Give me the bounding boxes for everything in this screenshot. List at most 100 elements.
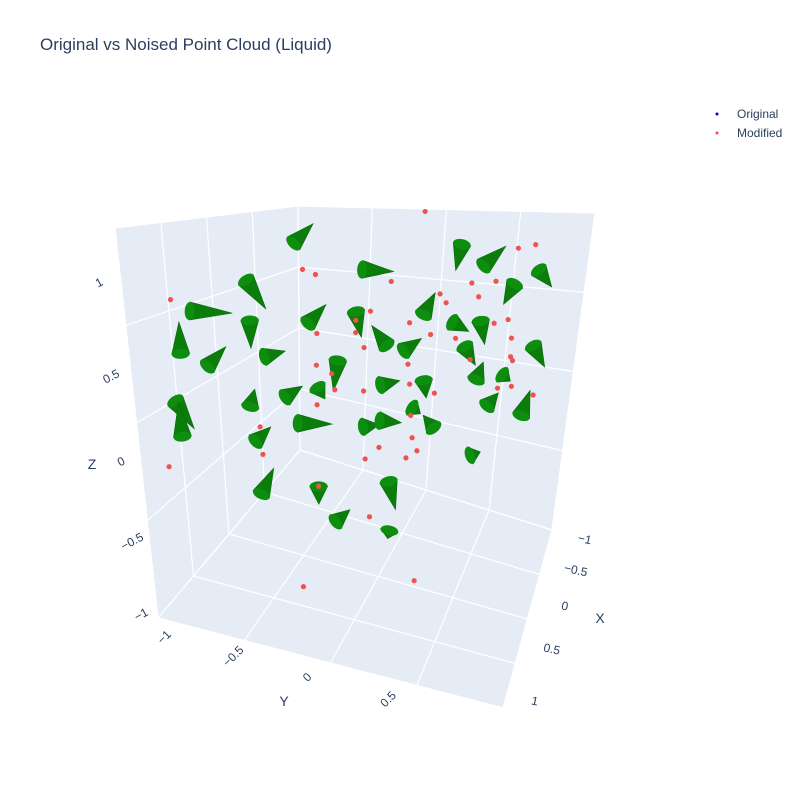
cone-base	[378, 338, 395, 353]
modified-point[interactable]	[467, 356, 473, 363]
cone-base	[171, 348, 190, 359]
modified-point[interactable]	[515, 245, 521, 251]
modified-point[interactable]	[314, 330, 320, 336]
modified-point[interactable]	[406, 320, 413, 326]
legend-marker-original	[715, 112, 719, 116]
modified-point[interactable]	[353, 329, 359, 336]
cone-base	[453, 238, 471, 250]
cone-base	[328, 514, 343, 530]
modified-point[interactable]	[530, 392, 536, 398]
modified-point[interactable]	[257, 424, 263, 430]
modified-point[interactable]	[376, 444, 382, 450]
cone-base	[471, 315, 490, 327]
x-tick-label: −1	[577, 531, 594, 548]
modified-point[interactable]	[476, 294, 482, 300]
cone-base	[495, 367, 509, 383]
modified-points	[166, 208, 539, 590]
modified-point[interactable]	[508, 335, 515, 341]
modified-point[interactable]	[166, 464, 172, 470]
modified-point[interactable]	[443, 300, 449, 306]
cone-base	[328, 355, 347, 366]
cone-base	[241, 401, 259, 412]
grid-lines	[114, 205, 596, 709]
modified-point[interactable]	[403, 455, 409, 461]
grid-line	[298, 266, 585, 293]
cone-base	[184, 302, 195, 321]
z-tick-label: −0.5	[118, 530, 146, 554]
modified-point[interactable]	[493, 278, 499, 284]
modified-point[interactable]	[414, 448, 420, 454]
modified-point[interactable]	[167, 297, 174, 303]
grid-line	[298, 327, 574, 373]
cone-base	[248, 434, 263, 449]
left-wall	[115, 206, 300, 618]
grid-line	[416, 509, 490, 686]
modified-point[interactable]	[422, 208, 428, 215]
modified-point[interactable]	[353, 317, 359, 323]
cone-base	[405, 399, 419, 416]
grid-line	[297, 205, 596, 214]
cone-base	[173, 431, 192, 442]
modified-point[interactable]	[367, 308, 374, 314]
modified-point[interactable]	[508, 383, 514, 389]
modified-point[interactable]	[407, 381, 413, 387]
legend-label-modified: Modified	[737, 126, 782, 140]
legend-item-original[interactable]: Original	[715, 107, 779, 121]
cone-base	[309, 380, 326, 394]
cone-base	[479, 399, 495, 414]
cones-layer	[167, 222, 553, 540]
cone-base	[380, 525, 399, 536]
modified-point[interactable]	[332, 387, 338, 393]
modified-point[interactable]	[431, 390, 437, 396]
cone-base	[258, 348, 270, 366]
z-tick-label: 1	[93, 275, 106, 291]
y-tick-label: −1	[154, 627, 174, 647]
cone-base	[456, 340, 473, 353]
modified-point[interactable]	[361, 388, 367, 394]
modified-point[interactable]	[366, 514, 373, 520]
modified-point[interactable]	[313, 362, 319, 368]
modified-point[interactable]	[509, 358, 516, 364]
cone-base	[357, 417, 368, 436]
y-tick-label: −0.5	[220, 643, 247, 670]
modified-point[interactable]	[312, 271, 319, 278]
cone-base	[506, 277, 523, 291]
z-tick-label: 0	[115, 454, 128, 470]
cone-base	[446, 313, 459, 331]
modified-point[interactable]	[409, 435, 415, 441]
modified-point[interactable]	[361, 344, 367, 351]
modified-point[interactable]	[314, 402, 320, 408]
modified-point[interactable]	[260, 451, 266, 457]
modified-point[interactable]	[405, 361, 411, 367]
modified-point[interactable]	[299, 266, 306, 272]
modified-point[interactable]	[316, 483, 322, 489]
legend-item-modified[interactable]: Modified	[715, 126, 783, 140]
cone-base	[467, 374, 485, 386]
cone-base	[379, 476, 398, 487]
modified-point[interactable]	[411, 578, 417, 584]
z-axis-title: Z	[88, 456, 97, 472]
modified-point[interactable]	[300, 584, 307, 590]
grid-line	[136, 327, 300, 424]
modified-point[interactable]	[491, 320, 497, 326]
cone-base	[476, 258, 491, 274]
modified-point[interactable]	[329, 371, 335, 377]
modified-point[interactable]	[533, 242, 539, 248]
modified-point[interactable]	[508, 354, 514, 360]
modified-point[interactable]	[362, 456, 368, 462]
modified-point[interactable]	[494, 385, 501, 391]
x-tick-label: 0.5	[542, 641, 562, 658]
cone-base	[286, 236, 301, 251]
cone-base	[414, 375, 433, 386]
modified-point[interactable]	[453, 335, 459, 341]
scene-3d[interactable]	[114, 205, 596, 709]
modified-point[interactable]	[469, 280, 475, 286]
cone-base	[425, 421, 442, 435]
modified-point[interactable]	[428, 331, 434, 338]
modified-point[interactable]	[388, 278, 394, 285]
modified-point[interactable]	[505, 316, 511, 323]
grid-line	[488, 211, 522, 511]
cone-base	[375, 376, 386, 394]
modified-point[interactable]	[437, 291, 443, 297]
modified-point[interactable]	[408, 412, 414, 419]
